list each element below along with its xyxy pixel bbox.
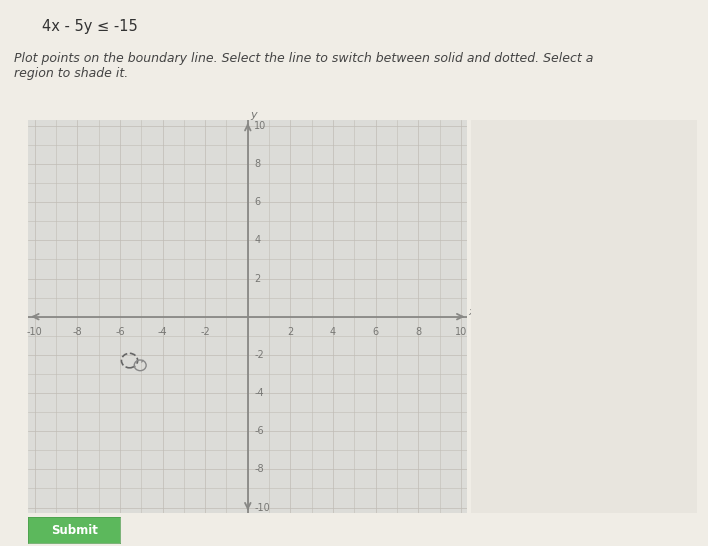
Text: -10: -10	[254, 502, 270, 513]
Text: -6: -6	[254, 426, 264, 436]
Text: -8: -8	[72, 327, 82, 337]
Text: 10: 10	[455, 327, 467, 337]
Text: -4: -4	[254, 388, 264, 398]
Text: 4: 4	[254, 235, 261, 245]
Text: 8: 8	[254, 159, 261, 169]
Text: -8: -8	[254, 464, 264, 474]
Text: -2: -2	[254, 350, 264, 360]
Text: -2: -2	[200, 327, 210, 337]
Text: -4: -4	[158, 327, 167, 337]
Text: 4: 4	[330, 327, 336, 337]
Text: x: x	[468, 307, 475, 317]
Text: 2: 2	[287, 327, 294, 337]
Text: 8: 8	[415, 327, 421, 337]
Text: -6: -6	[115, 327, 125, 337]
Text: 6: 6	[372, 327, 379, 337]
Text: y: y	[250, 110, 256, 120]
Text: 2: 2	[254, 274, 261, 283]
Text: 10: 10	[254, 121, 266, 131]
Text: Submit: Submit	[51, 524, 98, 537]
Text: 6: 6	[254, 197, 261, 207]
Text: -10: -10	[27, 327, 42, 337]
Text: 4x - 5y ≤ -15: 4x - 5y ≤ -15	[42, 19, 138, 34]
Text: Plot points on the boundary line. Select the line to switch between solid and do: Plot points on the boundary line. Select…	[14, 52, 593, 80]
